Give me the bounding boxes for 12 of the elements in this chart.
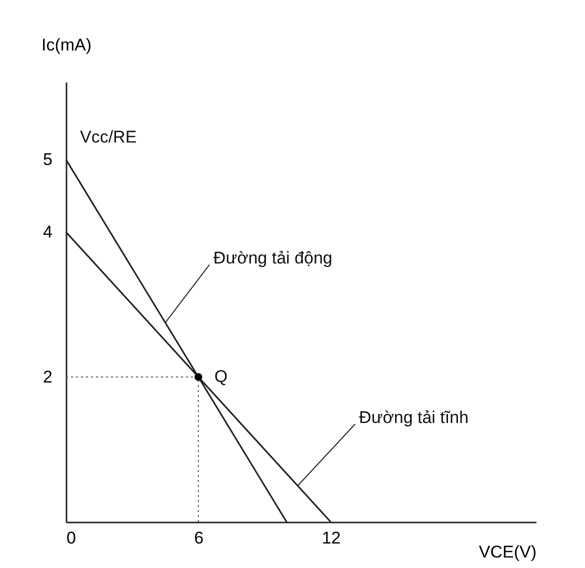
annotation: Đường tải động bbox=[213, 248, 332, 268]
y-axis-title: Ic(mA) bbox=[41, 36, 92, 54]
x-tick-label: 6 bbox=[194, 528, 204, 548]
annotation: Vcc/RE bbox=[80, 128, 137, 147]
x-tick-label: 0 bbox=[66, 528, 76, 548]
x-tick-label: 12 bbox=[322, 528, 341, 548]
x-axis-title: VCE(V) bbox=[478, 542, 536, 562]
y-tick-label: 2 bbox=[43, 368, 52, 387]
annotation: Đường tải tĩnh bbox=[359, 408, 469, 428]
y-tick-label: 4 bbox=[43, 222, 52, 242]
y-tick-label: 5 bbox=[43, 150, 52, 170]
annotation: Q bbox=[214, 367, 228, 386]
